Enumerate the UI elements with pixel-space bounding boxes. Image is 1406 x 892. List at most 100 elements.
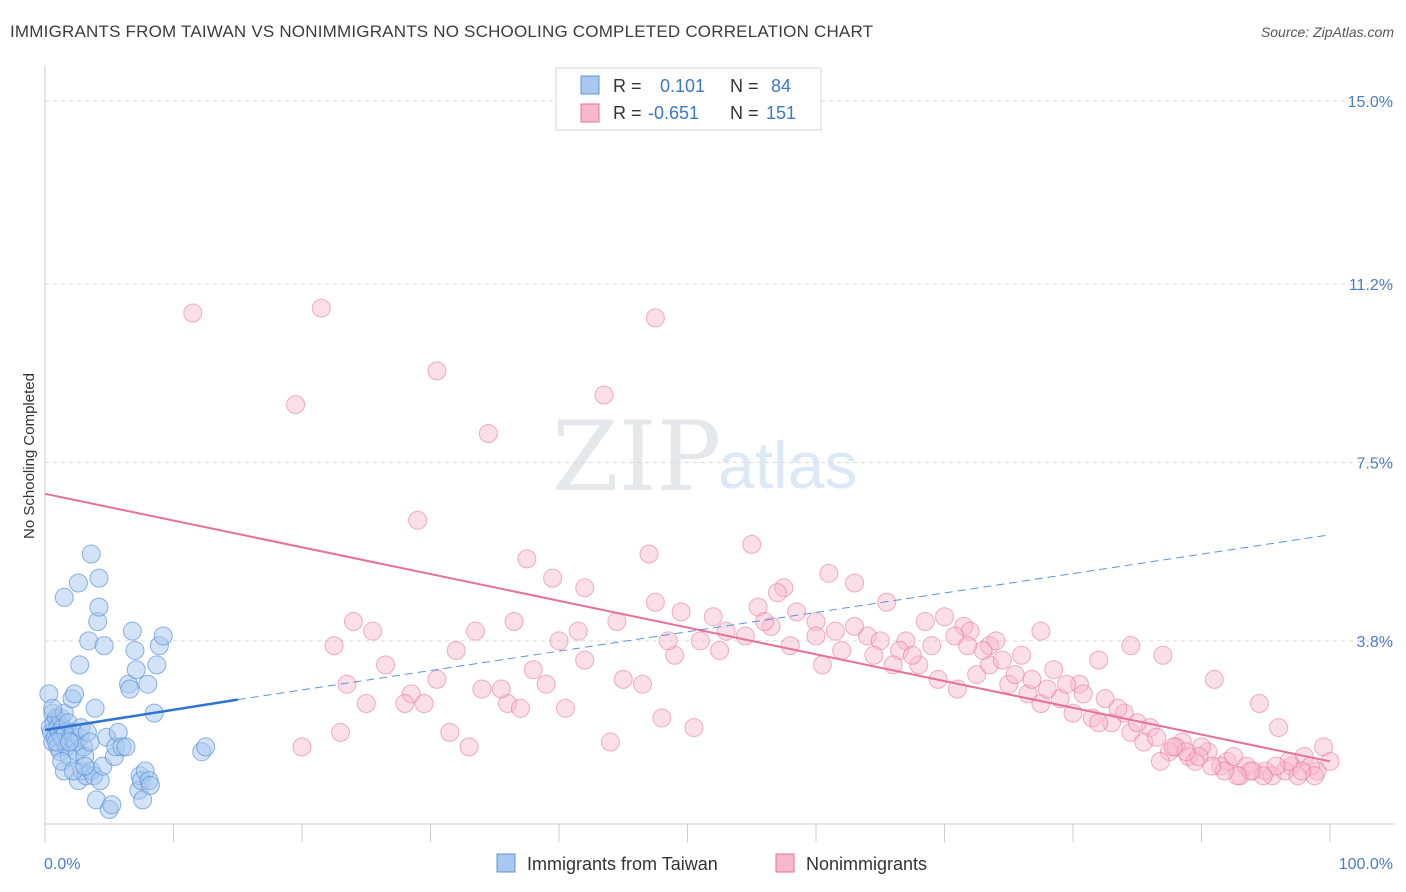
nonimmigrants-point: [645, 592, 665, 612]
nonimmigrants-point: [440, 722, 460, 742]
nonimmigrants-point: [478, 424, 498, 444]
taiwan-point: [59, 732, 79, 752]
nonimmigrants-point: [780, 636, 800, 656]
taiwan-point: [138, 674, 158, 694]
taiwan-point: [89, 597, 109, 617]
nonimmigrants-point: [1198, 742, 1218, 762]
nonimmigrants-point: [1176, 742, 1196, 762]
taiwan-point: [147, 655, 167, 675]
nonimmigrants-point: [684, 718, 704, 738]
legend-r-label-taiwan: R =: [613, 76, 642, 96]
nonimmigrants-point: [973, 640, 993, 660]
nonimmigrants-point: [935, 607, 954, 627]
nonimmigrants-point: [408, 510, 428, 530]
nonimmigrants-point: [1275, 761, 1295, 781]
nonimmigrants-point: [292, 737, 312, 757]
nonimmigrants-point: [1224, 747, 1244, 767]
y-tick-label: 11.2%: [1349, 277, 1393, 294]
nonimmigrants-point: [324, 636, 344, 656]
taiwan-point: [43, 698, 63, 718]
nonimmigrants-point: [1089, 713, 1109, 733]
chart-title: IMMIGRANTS FROM TAIWAN VS NONIMMIGRANTS …: [10, 22, 874, 41]
nonimmigrants-point: [1153, 645, 1173, 665]
nonimmigrants-point: [472, 679, 492, 699]
nonimmigrants-point: [1269, 718, 1289, 738]
nonimmigrants-point: [1307, 761, 1327, 781]
nonimmigrants-point: [742, 534, 762, 554]
taiwan-point: [75, 756, 95, 776]
nonimmigrants-point: [845, 616, 865, 636]
bottom-legend-swatch-taiwan: [496, 853, 516, 873]
nonimmigrants-point: [652, 708, 672, 728]
nonimmigrants-point: [427, 361, 447, 381]
legend-n-label-nonimmigrants: N =: [730, 103, 759, 123]
nonimmigrants-point: [774, 578, 794, 598]
nonimmigrants-point: [864, 645, 884, 665]
nonimmigrants-point: [845, 573, 865, 593]
nonimmigrants-point: [832, 640, 852, 660]
nonimmigrants-point: [806, 626, 826, 646]
nonimmigrants-point: [555, 698, 575, 718]
nonimmigrants-point: [1121, 722, 1141, 742]
nonimmigrants-point: [414, 693, 434, 713]
legend-r-label-nonimmigrants: R =: [613, 103, 642, 123]
nonimmigrants-point: [870, 631, 890, 651]
nonimmigrants-point: [1022, 669, 1042, 689]
nonimmigrants-point: [491, 679, 511, 699]
nonimmigrants-point: [748, 597, 768, 617]
nonimmigrants-point: [819, 563, 839, 583]
nonimmigrants-point: [376, 655, 396, 675]
nonimmigrants-point: [967, 665, 987, 685]
taiwan-point: [80, 732, 100, 752]
taiwan-point: [65, 684, 85, 704]
nonimmigrants-point: [909, 655, 929, 675]
nonimmigrants-point: [1240, 761, 1260, 781]
nonimmigrants-point: [1305, 766, 1325, 786]
taiwan-point: [70, 655, 90, 675]
watermark-zip: ZIP: [552, 401, 721, 513]
legend-r-value-taiwan: 0.101: [660, 76, 705, 96]
nonimmigrants-point: [633, 674, 653, 694]
nonimmigrants-point: [363, 621, 383, 641]
nonimmigrants-point: [999, 674, 1019, 694]
nonimmigrants-point: [1227, 766, 1247, 786]
nonimmigrants-point: [498, 693, 518, 713]
legend-n-label-taiwan: N =: [730, 76, 759, 96]
nonimmigrants-point: [594, 385, 614, 405]
nonimmigrants-point: [517, 549, 537, 569]
nonimmigrants-point: [1249, 693, 1269, 713]
x-tick-label: 0.0%: [44, 856, 80, 873]
nonimmigrants-point: [639, 544, 659, 564]
nonimmigrants-point: [536, 674, 556, 694]
nonimmigrants-point: [459, 737, 479, 757]
watermark: ZIP atlas: [552, 401, 857, 513]
nonimmigrants-point: [183, 303, 203, 323]
legend-top: R = 0.101 N = 84 R = -0.651 N = 151: [555, 67, 822, 131]
nonimmigrants-point: [812, 655, 832, 675]
taiwan-point: [68, 573, 88, 593]
y-tick-label: 15.0%: [1348, 94, 1393, 111]
taiwan-point: [94, 636, 114, 656]
y-tick-labels: 3.8% 7.5% 11.2% 15.0%: [1348, 94, 1393, 651]
nonimmigrants-point: [806, 612, 826, 632]
nonimmigrants-point: [446, 640, 466, 660]
watermark-atlas: atlas: [718, 428, 857, 502]
nonimmigrants-point: [958, 636, 978, 656]
nonimmigrants-point: [902, 645, 922, 665]
nonimmigrants-point: [703, 607, 723, 627]
y-axis-label: No Schooling Completed: [21, 373, 38, 539]
nonimmigrants-point: [1108, 698, 1128, 718]
nonimmigrants-point: [1031, 621, 1051, 641]
taiwan-point: [85, 698, 105, 718]
nonimmigrants-point: [613, 669, 633, 689]
taiwan-point: [196, 737, 216, 757]
nonimmigrants-point: [523, 660, 543, 680]
nonimmigrants-point: [992, 650, 1012, 670]
taiwan-point: [125, 640, 145, 660]
taiwan-point: [54, 587, 74, 607]
nonimmigrants-point: [1266, 756, 1286, 776]
nonimmigrants-point: [395, 693, 415, 713]
nonimmigrants-point: [690, 631, 710, 651]
nonimmigrants-point: [1121, 636, 1141, 656]
nonimmigrants-point: [311, 298, 331, 318]
